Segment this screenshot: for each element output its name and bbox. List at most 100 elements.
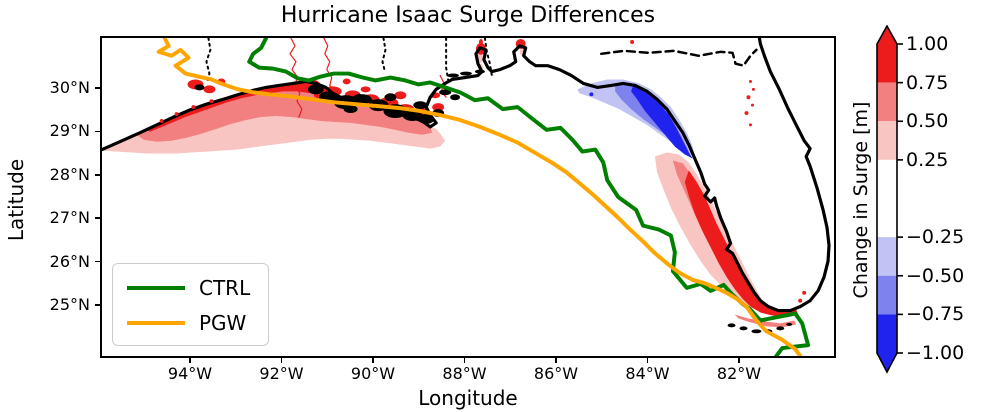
surge-red-fringe-dots (630, 39, 635, 44)
surge-red-marsh-patches (360, 86, 371, 93)
surge-red-marsh-patches (432, 103, 445, 112)
marsh-islands-black (307, 84, 324, 95)
surge-blue-light-apalachee (577, 79, 695, 157)
marsh-islands-black (194, 84, 205, 91)
surge-blue-dot (589, 92, 594, 97)
y-tick-label: 28°N (49, 164, 90, 184)
legend-line-ctrl (127, 286, 185, 290)
marsh-islands-black (384, 93, 397, 102)
x-tick-mark (189, 358, 191, 363)
surge-red-fringe-dots (748, 79, 752, 83)
x-tick-mark (555, 358, 557, 363)
legend-label-ctrl: CTRL (199, 276, 251, 300)
colorbar-tick-label: 1.00 (906, 33, 949, 55)
surge-red-fringe-dots (748, 123, 752, 127)
surge-red-fringe-dots (750, 103, 754, 107)
colorbar-tick-label: 0.75 (906, 71, 949, 94)
surge-red-fringe-dots (191, 105, 196, 110)
colorbar-tick-label: −0.50 (906, 264, 965, 287)
y-tick-mark (95, 174, 100, 176)
state-border-ms-al (445, 38, 450, 81)
surge-red-fringe-dots (174, 112, 179, 117)
colorbar-tick-label: 0.50 (906, 110, 949, 133)
y-tick-label: 25°N (49, 295, 90, 314)
legend-line-pgw (127, 321, 185, 325)
surge-red-fringe-dots (478, 38, 483, 45)
state-border-al-fl (483, 38, 493, 77)
surge-red-fringe-dots (798, 298, 803, 303)
surge-blue-dark-apalachee (631, 85, 693, 159)
y-tick-label: 27°N (49, 208, 90, 228)
surge-red-fringe-dots (746, 95, 751, 100)
surge-salmon-south-fringe (734, 314, 797, 328)
gulf-coast-map (102, 38, 831, 356)
state-border-la-ms (381, 38, 387, 71)
surge-red-marsh-patches (394, 91, 407, 100)
colorbar-tick-label: −0.75 (906, 303, 965, 326)
marsh-islands-black (450, 94, 461, 101)
x-tick-mark (463, 358, 466, 363)
x-tick-label: 90°W (350, 364, 396, 383)
x-tick-mark (280, 358, 283, 363)
y-tick-mark (95, 260, 100, 263)
x-tick-label: 92°W (259, 364, 304, 383)
marsh-islands-black (447, 73, 460, 78)
marsh-islands-black (460, 71, 472, 76)
x-axis-label: Longitude (418, 386, 518, 410)
y-tick-mark (95, 130, 100, 133)
colorbar-tick-label: −1.00 (906, 342, 965, 364)
y-tick-label: 30°N (49, 78, 90, 97)
x-tick-label: 86°W (533, 364, 579, 383)
surge-red-fringe-dots (159, 118, 164, 123)
surge-red-west-florida (684, 170, 799, 318)
florida-keys (751, 329, 762, 334)
colorbar-segment (877, 275, 897, 315)
florida-keys (739, 326, 748, 331)
y-tick-label: 29°N (49, 121, 90, 141)
colorbar-segment (877, 237, 897, 276)
y-tick-label: 26°N (49, 251, 90, 271)
track-pgw (156, 38, 803, 356)
chart-title: Hurricane Isaac Surge Differences (280, 3, 656, 28)
x-tick-mark (646, 358, 649, 363)
marsh-islands-black (439, 89, 452, 96)
legend-box: CTRL PGW (112, 263, 269, 346)
track-ctrl (247, 38, 811, 356)
marsh-islands-black (418, 114, 435, 124)
surge-red-fringe-dots (209, 99, 214, 104)
colorbar-segment (877, 314, 897, 353)
surge-red-fringe-dots (802, 290, 807, 295)
colorbar (876, 25, 903, 374)
y-axis-label: Latitude (4, 158, 28, 242)
surge-red-fringe-dots (744, 111, 749, 116)
x-tick-mark (372, 358, 374, 363)
surge-red-marsh-patches (342, 78, 351, 85)
y-tick-mark (95, 87, 100, 89)
florida-keys (786, 322, 793, 326)
marsh-islands-black (474, 69, 485, 74)
legend-label-pgw: PGW (199, 311, 247, 335)
state-border-tx-la (205, 38, 212, 83)
x-tick-label: 82°W (716, 364, 762, 383)
colorbar-segment (877, 159, 897, 238)
colorbar-segment (877, 121, 897, 160)
colorbar-tick-label: −0.25 (906, 226, 965, 249)
y-tick-mark (95, 304, 100, 306)
x-tick-label: 84°W (625, 364, 670, 383)
marsh-islands-black (413, 101, 428, 110)
marsh-islands-black (343, 105, 358, 114)
florida-keys (776, 326, 785, 331)
x-tick-mark (738, 358, 740, 363)
florida-keys (727, 323, 736, 328)
state-border-fl-ga (600, 48, 758, 67)
colorbar-axis-label: Change in Surge [m] (850, 101, 872, 299)
colorbar-tick-label: 0.25 (906, 148, 949, 171)
y-tick-mark (95, 217, 100, 219)
colorbar-segment (877, 82, 897, 122)
colorbar-over-arrow (877, 26, 897, 44)
colorbar-segment (877, 44, 897, 83)
marsh-islands-black (353, 94, 372, 105)
surge-red-fringe-dots (751, 87, 755, 91)
river-line-pearl (323, 38, 336, 92)
